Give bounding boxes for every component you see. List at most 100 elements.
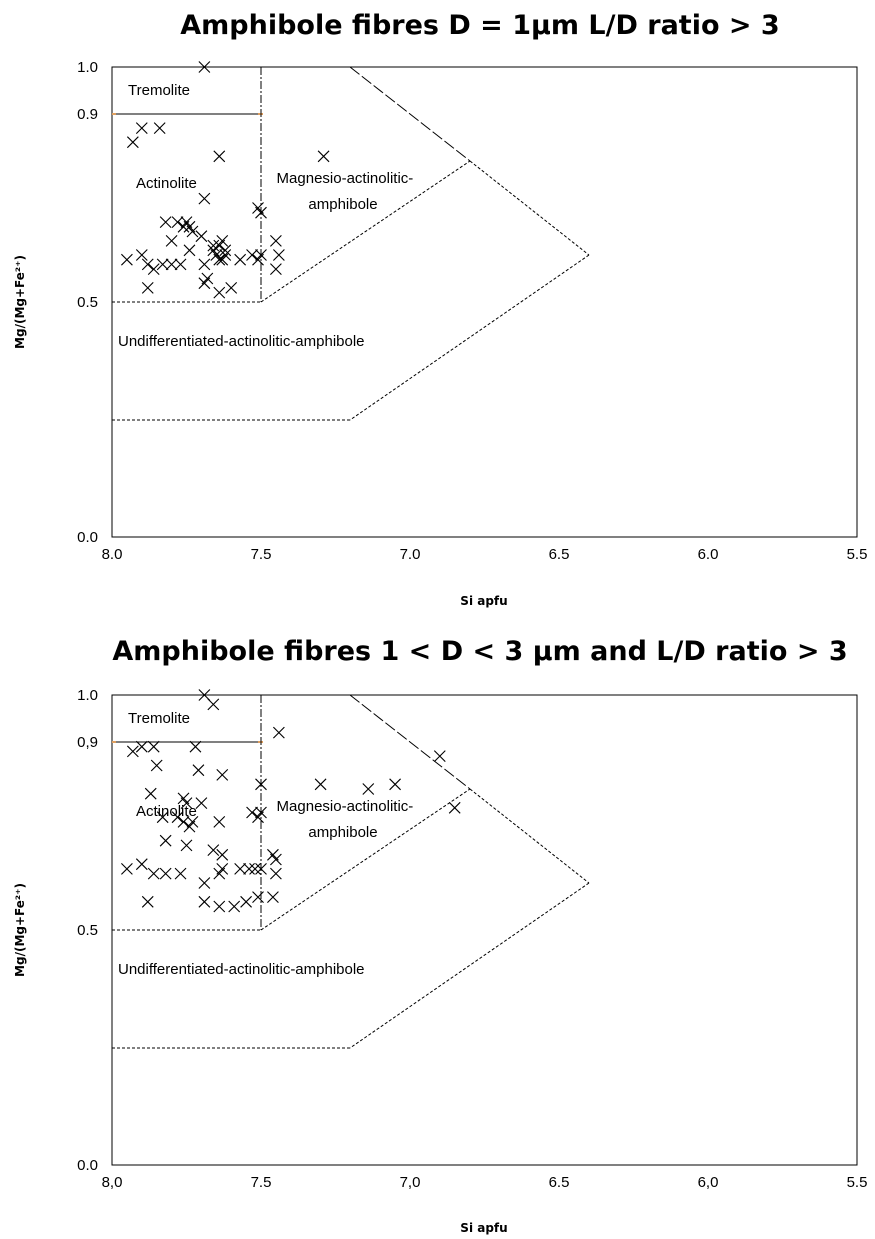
- chart-1-upper-diagonal-boundary: [349, 66, 471, 162]
- chart-1-data-point: [201, 272, 214, 285]
- chart-2-data-point: [255, 778, 267, 791]
- chart-2-data-point: [159, 834, 172, 847]
- chart-2-tremolite-label: Tremolite: [128, 710, 190, 727]
- chart-2-data-point: [171, 811, 184, 824]
- chart-1-data-point: [270, 235, 282, 247]
- chart-1-x-tick-label: 8.0: [102, 546, 123, 563]
- chart-1-x-tick-label: 7.0: [400, 546, 421, 563]
- chart-2-magnesio-label-line1: Magnesio-actinolitic-: [277, 798, 414, 815]
- chart-1-data-point: [272, 249, 285, 261]
- chart-2-data-point: [186, 816, 199, 828]
- chart-1-data-point: [210, 249, 223, 261]
- chart-2-data-point: [389, 778, 401, 791]
- chart-1-data-point: [183, 244, 196, 257]
- chart-1-data-point: [198, 61, 211, 73]
- chart-1-x-tick-label: 7.5: [251, 546, 272, 563]
- chart-1-data-point: [234, 253, 247, 266]
- chart-1-data-point: [171, 216, 184, 228]
- chart-2-x-tick-label: 6,0: [698, 1174, 719, 1191]
- chart-2-data-point: [228, 900, 241, 913]
- chart-2-data-point: [362, 783, 375, 795]
- chart-1-x-tick-label: 6.0: [698, 546, 719, 563]
- chart-1-magnesio-label-line1: Magnesio-actinolitic-: [277, 170, 414, 187]
- chart-1-data-point: [195, 230, 208, 243]
- chart-1-data-point: [225, 282, 238, 294]
- chart-1-y-axis-label: Mg/(Mg+Fe²⁺): [13, 255, 27, 349]
- chart-2-data-point: [213, 816, 226, 828]
- chart-2-data-point: [433, 750, 446, 762]
- chart-2-data-point: [249, 863, 261, 875]
- chart-1-data-point: [121, 253, 133, 266]
- chart-2-y-ticks: 0.0 0.5 0,9 1.0: [77, 687, 98, 1174]
- chart-2-y-axis-label: Mg/(Mg+Fe²⁺): [13, 883, 27, 977]
- chart-2-y-tick-label: 0.0: [77, 1157, 98, 1174]
- chart-2-x-tick-label: 7,0: [400, 1174, 421, 1191]
- chart-1-y-tick-label: 1.0: [77, 59, 98, 76]
- chart-1-right-diagonal-boundary: [469, 160, 590, 256]
- chart-2-data-point: [135, 858, 148, 871]
- chart-2-magnesio-label-line2: amphibole: [308, 824, 377, 841]
- chart-2-data-point: [246, 806, 258, 819]
- chart-2-data-point: [216, 769, 229, 781]
- chart-2-data-point: [147, 867, 160, 880]
- chart-2-data-point: [216, 863, 229, 875]
- chart-2-data-point: [195, 797, 208, 809]
- chart-2-data-point: [198, 877, 211, 889]
- chart-1-data-point: [270, 263, 282, 275]
- chart-1-actinolite-label: Actinolite: [136, 175, 197, 192]
- chart-1-data-point: [147, 263, 160, 275]
- chart-2-data-point: [448, 801, 461, 814]
- chart-1-title: Amphibole fibres D = 1µm L/D ratio > 3: [180, 10, 779, 41]
- chart-1-data-point: [219, 244, 232, 257]
- chart-2-data-point: [216, 848, 229, 861]
- chart-2-data-point: [270, 853, 282, 866]
- chart-1-data-point: [246, 249, 258, 261]
- chart-1-data-point: [255, 206, 267, 219]
- chart-2-data-point: [121, 863, 133, 875]
- chart-2-data-point: [207, 698, 220, 711]
- chart-2-lower-diagonal-boundary: [349, 882, 590, 1049]
- chart-1-data-point: [213, 150, 226, 163]
- chart-2-data-points: [121, 689, 461, 913]
- chart-1-x-ticks: 8.0 7.5 7.0 6.5 6.0 5.5: [102, 546, 868, 563]
- chart-2-y-tick-label: 0,9: [77, 734, 98, 751]
- chart-1-data-point: [141, 258, 154, 271]
- chart-2-data-point: [314, 778, 327, 791]
- chart-2-x-tick-label: 7.5: [251, 1174, 272, 1191]
- chart-2-data-point: [272, 726, 285, 739]
- chart-1-data-point: [219, 249, 232, 261]
- chart-2-data-point: [180, 839, 193, 852]
- chart-2-data-point: [252, 891, 264, 903]
- chart-1-lower-diagonal-boundary: [349, 254, 590, 421]
- chart-1-y-ticks: 0.0 0.5 0.9 1.0: [77, 59, 98, 546]
- chart-2-data-point: [198, 895, 211, 908]
- chart-1-data-point: [317, 150, 330, 163]
- chart-2-middle-diagonal-boundary: [260, 788, 471, 931]
- chart-2-x-axis-label: Si apfu: [460, 1221, 507, 1235]
- chart-2-data-point: [267, 891, 279, 903]
- chart-1-magnesio-label: Magnesio-actinolitic- amphibole: [277, 170, 418, 213]
- chart-2-x-tick-label: 8,0: [102, 1174, 123, 1191]
- chart-1-data-point: [177, 220, 190, 233]
- chart-1-data-point: [198, 192, 211, 205]
- chart-2-data-point: [147, 740, 160, 753]
- chart-1-data-point: [174, 258, 187, 271]
- chart-2-y-tick-label: 1.0: [77, 687, 98, 704]
- chart-2-data-point: [135, 740, 148, 753]
- chart-1-data-point: [213, 286, 226, 299]
- chart-2-x-ticks: 8,0 7.5 7,0 6.5 6,0 5.5: [102, 1174, 868, 1191]
- chart-2-x-tick-label: 5.5: [847, 1174, 868, 1191]
- chart-1-field-boundaries: [111, 66, 590, 537]
- chart-1-data-point: [216, 235, 229, 247]
- chart-2-right-diagonal-boundary: [469, 788, 590, 884]
- chart-2-data-point: [234, 863, 247, 875]
- chart-2: Amphibole fibres 1 < D < 3 µm and L/D ra…: [13, 636, 867, 1235]
- chart-2-data-point: [144, 787, 157, 800]
- chart-2-y-tick-label: 0.5: [77, 922, 98, 939]
- chart-1-y-tick-label: 0.0: [77, 529, 98, 546]
- chart-2-title: Amphibole fibres 1 < D < 3 µm and L/D ra…: [112, 636, 847, 667]
- chart-2-data-point: [207, 844, 220, 856]
- chart-1-data-points: [121, 61, 330, 299]
- chart-2-data-point: [180, 797, 193, 809]
- chart-2-data-point: [174, 867, 187, 880]
